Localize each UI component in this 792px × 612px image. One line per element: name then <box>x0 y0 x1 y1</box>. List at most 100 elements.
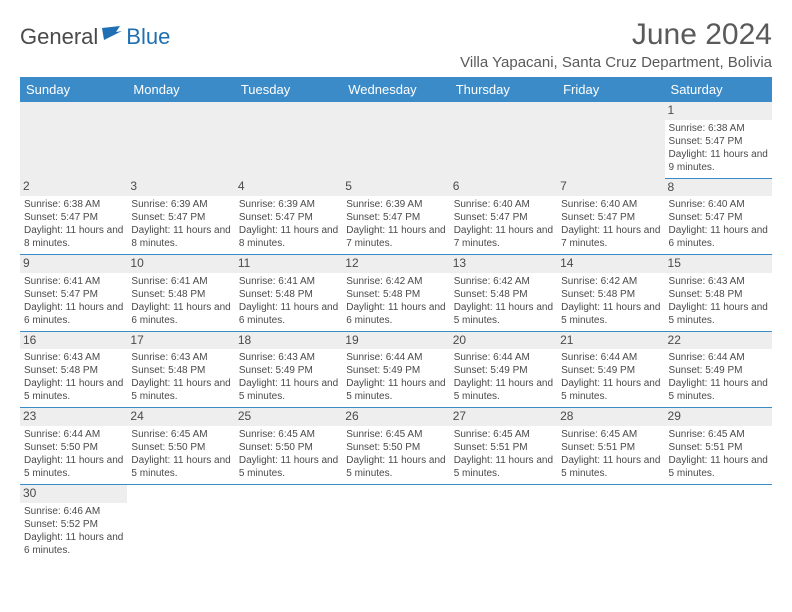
calendar-day-cell <box>665 484 772 560</box>
calendar-day-cell <box>20 102 127 178</box>
sunset-text: Sunset: 5:48 PM <box>561 288 660 301</box>
flag-icon <box>102 26 124 40</box>
sunrise-text: Sunrise: 6:41 AM <box>24 275 123 288</box>
sunrise-text: Sunrise: 6:42 AM <box>561 275 660 288</box>
calendar-day-cell: 27 Sunrise: 6:45 AMSunset: 5:51 PMDayligh… <box>450 408 557 485</box>
day-number: 2 <box>20 178 127 196</box>
sunrise-text: Sunrise: 6:41 AM <box>131 275 230 288</box>
calendar-day-cell: 25Sunrise: 6:45 AMSunset: 5:50 PMDayligh… <box>235 408 342 485</box>
calendar-day-cell: 3 Sunrise: 6:39 AMSunset: 5:47 PMDaylight… <box>127 178 234 255</box>
daylight-text: Daylight: 11 hours and 5 minutes. <box>131 454 230 480</box>
sunrise-text: Sunrise: 6:45 AM <box>561 428 660 441</box>
sunset-text: Sunset: 5:48 PM <box>669 288 768 301</box>
calendar-day-cell: 19Sunrise: 6:44 AMSunset: 5:49 PMDayligh… <box>342 331 449 408</box>
daylight-text: Daylight: 11 hours and 5 minutes. <box>561 377 660 403</box>
daylight-text: Daylight: 11 hours and 5 minutes. <box>24 454 123 480</box>
sunrise-text: Sunrise: 6:45 AM <box>669 428 768 441</box>
day-number: 21 <box>557 332 664 350</box>
day-number: 1 <box>665 102 772 120</box>
daylight-text: Daylight: 11 hours and 8 minutes. <box>24 224 123 250</box>
calendar-week-row: 30Sunrise: 6:46 AMSunset: 5:52 PMDayligh… <box>20 484 772 560</box>
sunrise-text: Sunrise: 6:43 AM <box>24 351 123 364</box>
day-number: 28 <box>557 408 664 426</box>
sunset-text: Sunset: 5:47 PM <box>131 211 230 224</box>
day-details: Sunrise: 6:38 AMSunset: 5:47 PMDaylight:… <box>669 122 768 174</box>
sunrise-text: Sunrise: 6:40 AM <box>561 198 660 211</box>
sunrise-text: Sunrise: 6:45 AM <box>454 428 553 441</box>
sunrise-text: Sunrise: 6:45 AM <box>131 428 230 441</box>
day-number: 3 <box>127 178 234 196</box>
sunrise-text: Sunrise: 6:43 AM <box>669 275 768 288</box>
day-number: 8 <box>665 179 772 197</box>
calendar-day-cell: 22Sunrise: 6:44 AMSunset: 5:49 PMDayligh… <box>665 331 772 408</box>
calendar-week-row: 9Sunrise: 6:41 AMSunset: 5:47 PMDaylight… <box>20 255 772 332</box>
calendar-day-cell <box>235 102 342 178</box>
sunrise-text: Sunrise: 6:40 AM <box>454 198 553 211</box>
daylight-text: Daylight: 11 hours and 6 minutes. <box>24 531 123 557</box>
day-number: 6 <box>450 178 557 196</box>
sunset-text: Sunset: 5:48 PM <box>454 288 553 301</box>
weekday-header: Thursday <box>450 77 557 102</box>
daylight-text: Daylight: 11 hours and 5 minutes. <box>561 454 660 480</box>
weekday-header: Tuesday <box>235 77 342 102</box>
calendar-day-cell: 29Sunrise: 6:45 AMSunset: 5:51 PMDayligh… <box>665 408 772 485</box>
title-block: June 2024 Villa Yapacani, Santa Cruz Dep… <box>460 18 772 71</box>
day-number: 4 <box>235 178 342 196</box>
calendar-day-cell: 11Sunrise: 6:41 AMSunset: 5:48 PMDayligh… <box>235 255 342 332</box>
day-details: Sunrise: 6:45 AMSunset: 5:50 PMDaylight:… <box>239 428 338 480</box>
sunset-text: Sunset: 5:52 PM <box>24 518 123 531</box>
sunset-text: Sunset: 5:50 PM <box>24 441 123 454</box>
sunset-text: Sunset: 5:49 PM <box>561 364 660 377</box>
sunset-text: Sunset: 5:47 PM <box>346 211 445 224</box>
logo: General Blue <box>20 24 170 50</box>
day-number: 16 <box>20 332 127 350</box>
day-details: Sunrise: 6:43 AMSunset: 5:48 PMDaylight:… <box>669 275 768 327</box>
day-details: Sunrise: 6:42 AMSunset: 5:48 PMDaylight:… <box>346 275 445 327</box>
day-details: Sunrise: 6:44 AMSunset: 5:50 PMDaylight:… <box>24 428 123 480</box>
sunrise-text: Sunrise: 6:43 AM <box>131 351 230 364</box>
day-details: Sunrise: 6:41 AMSunset: 5:48 PMDaylight:… <box>239 275 338 327</box>
day-details: Sunrise: 6:45 AMSunset: 5:51 PMDaylight:… <box>454 428 553 480</box>
calendar-day-cell: 15Sunrise: 6:43 AMSunset: 5:48 PMDayligh… <box>665 255 772 332</box>
calendar-table: Sunday Monday Tuesday Wednesday Thursday… <box>20 77 772 561</box>
sunset-text: Sunset: 5:49 PM <box>346 364 445 377</box>
daylight-text: Daylight: 11 hours and 7 minutes. <box>561 224 660 250</box>
sunset-text: Sunset: 5:51 PM <box>561 441 660 454</box>
calendar-day-cell: 12Sunrise: 6:42 AMSunset: 5:48 PMDayligh… <box>342 255 449 332</box>
calendar-day-cell <box>450 102 557 178</box>
calendar-day-cell: 26Sunrise: 6:45 AMSunset: 5:50 PMDayligh… <box>342 408 449 485</box>
page-header: General Blue June 2024 Villa Yapacani, S… <box>20 18 772 71</box>
calendar-day-cell <box>557 102 664 178</box>
calendar-day-cell <box>235 484 342 560</box>
calendar-day-cell: 21Sunrise: 6:44 AMSunset: 5:49 PMDayligh… <box>557 331 664 408</box>
day-details: Sunrise: 6:38 AMSunset: 5:47 PMDaylight:… <box>24 198 123 250</box>
day-details: Sunrise: 6:43 AMSunset: 5:49 PMDaylight:… <box>239 351 338 403</box>
daylight-text: Daylight: 11 hours and 5 minutes. <box>454 454 553 480</box>
daylight-text: Daylight: 11 hours and 5 minutes. <box>239 377 338 403</box>
calendar-day-cell: 2 Sunrise: 6:38 AMSunset: 5:47 PMDaylight… <box>20 178 127 255</box>
day-details: Sunrise: 6:45 AMSunset: 5:50 PMDaylight:… <box>131 428 230 480</box>
calendar-day-cell: 23Sunrise: 6:44 AMSunset: 5:50 PMDayligh… <box>20 408 127 485</box>
day-details: Sunrise: 6:39 AMSunset: 5:47 PMDaylight:… <box>131 198 230 250</box>
day-number: 27 <box>450 408 557 426</box>
day-details: Sunrise: 6:46 AMSunset: 5:52 PMDaylight:… <box>24 505 123 557</box>
calendar-day-cell: 20Sunrise: 6:44 AMSunset: 5:49 PMDayligh… <box>450 331 557 408</box>
calendar-day-cell: 18Sunrise: 6:43 AMSunset: 5:49 PMDayligh… <box>235 331 342 408</box>
day-details: Sunrise: 6:39 AMSunset: 5:47 PMDaylight:… <box>239 198 338 250</box>
day-details: Sunrise: 6:45 AMSunset: 5:50 PMDaylight:… <box>346 428 445 480</box>
calendar-day-cell: 24Sunrise: 6:45 AMSunset: 5:50 PMDayligh… <box>127 408 234 485</box>
sunset-text: Sunset: 5:50 PM <box>131 441 230 454</box>
calendar-day-cell: 17Sunrise: 6:43 AMSunset: 5:48 PMDayligh… <box>127 331 234 408</box>
daylight-text: Daylight: 11 hours and 5 minutes. <box>561 301 660 327</box>
weekday-header: Saturday <box>665 77 772 102</box>
weekday-header: Friday <box>557 77 664 102</box>
daylight-text: Daylight: 11 hours and 5 minutes. <box>346 454 445 480</box>
day-details: Sunrise: 6:44 AMSunset: 5:49 PMDaylight:… <box>346 351 445 403</box>
logo-text-blue: Blue <box>126 24 170 50</box>
sunrise-text: Sunrise: 6:44 AM <box>24 428 123 441</box>
weekday-header-row: Sunday Monday Tuesday Wednesday Thursday… <box>20 77 772 102</box>
day-number: 9 <box>20 255 127 273</box>
calendar-day-cell <box>127 484 234 560</box>
logo-text-general: General <box>20 24 98 50</box>
daylight-text: Daylight: 11 hours and 6 minutes. <box>131 301 230 327</box>
